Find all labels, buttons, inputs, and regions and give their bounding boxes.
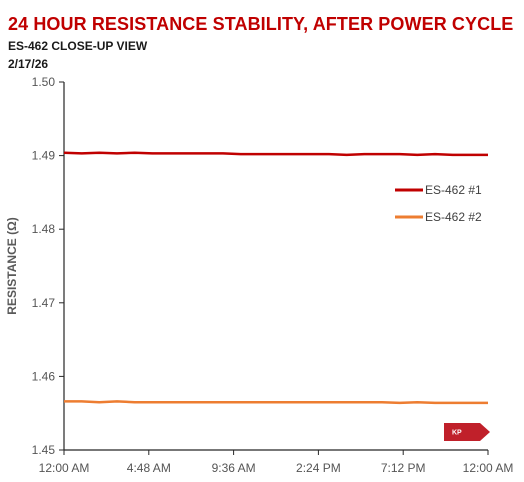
x-tick-label: 12:00 AM xyxy=(463,461,514,475)
y-tick-label: 1.49 xyxy=(32,149,56,163)
legend-label-1: ES-462 #1 xyxy=(425,183,482,197)
chart-legend: ES-462 #1 ES-462 #2 xyxy=(395,183,482,224)
x-tick-label: 7:12 PM xyxy=(381,461,426,475)
kp-badge: KP xyxy=(444,423,490,441)
y-tick-label: 1.47 xyxy=(32,296,56,310)
x-tick-label: 2:24 PM xyxy=(296,461,341,475)
chart-date: 2/17/26 xyxy=(8,57,49,71)
legend-label-2: ES-462 #2 xyxy=(425,210,482,224)
series-line-1 xyxy=(63,151,488,157)
y-axis-label: RESISTANCE (Ω) xyxy=(5,217,19,314)
chart-subtitle: ES-462 CLOSE-UP VIEW xyxy=(8,39,148,53)
x-tick-label: 9:36 AM xyxy=(212,461,256,475)
chart-axes: 1.50 1.49 1.48 1.47 1.46 1.45 12:00 AM 4:48 AM 9… xyxy=(5,75,513,475)
kp-badge-text: KP xyxy=(452,430,462,437)
y-tick-label: 1.46 xyxy=(32,369,56,383)
y-tick-label: 1.50 xyxy=(32,75,56,89)
x-tick-label: 4:48 AM xyxy=(127,461,171,475)
y-tick-label: 1.48 xyxy=(32,222,56,236)
chart-series xyxy=(63,151,488,405)
kp-badge-shape xyxy=(444,423,490,441)
chart-title: 24 HOUR RESISTANCE STABILITY, AFTER POWE… xyxy=(8,14,514,34)
y-tick-label: 1.45 xyxy=(32,443,56,457)
x-tick-label: 12:00 AM xyxy=(39,461,90,475)
series-line-2 xyxy=(64,400,488,405)
